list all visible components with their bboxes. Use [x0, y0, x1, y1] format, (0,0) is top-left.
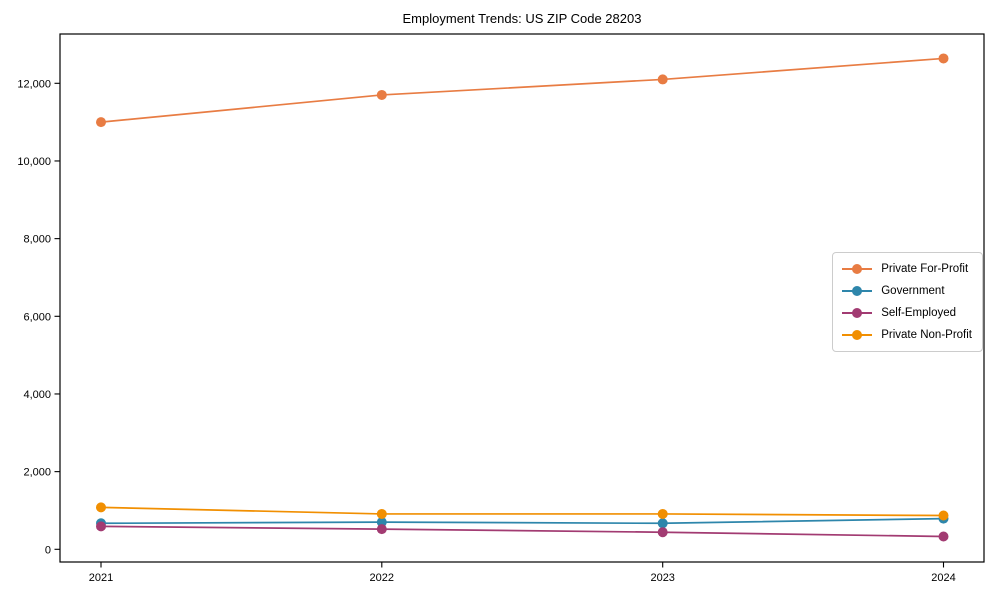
chart-title: Employment Trends: US ZIP Code 28203	[403, 11, 642, 26]
legend-line-marker-icon	[842, 308, 873, 318]
data-point	[96, 117, 106, 128]
legend-dot-icon	[852, 286, 863, 296]
data-point	[657, 508, 668, 519]
plot-border	[59, 33, 985, 563]
series-line-government	[100, 517, 945, 525]
data-point	[657, 527, 668, 538]
axis-ticks: 0 2,000 4,000 6,000 8,000 10,000 12,000 2021 202…	[17, 78, 955, 584]
series-line-private-non-profit	[100, 506, 945, 517]
data-point	[376, 524, 387, 535]
y-tick-label: 0	[45, 544, 51, 556]
chart-legend: Private For-Profit Government Self-Employe…	[832, 252, 983, 352]
legend-line-marker-icon	[842, 264, 873, 274]
y-tick-label: 4,000	[23, 389, 51, 401]
data-series	[96, 53, 949, 542]
legend-item-private-non-profit: Private Non-Profit	[842, 327, 972, 343]
y-tick-label: 10,000	[17, 156, 51, 168]
legend-label: Private For-Profit	[881, 263, 969, 275]
data-point	[96, 521, 106, 532]
data-point	[96, 502, 106, 513]
legend-dot-icon	[852, 264, 863, 274]
x-tick-label: 2021	[89, 572, 113, 584]
data-point	[376, 517, 387, 528]
legend-item-private-for-profit: Private For-Profit	[842, 261, 972, 277]
y-tick-label: 8,000	[23, 234, 51, 246]
legend-item-government: Government	[842, 283, 972, 299]
x-tick-label: 2024	[931, 572, 955, 584]
x-tick-label: 2023	[650, 572, 674, 584]
legend-dot-icon	[852, 330, 863, 340]
series-line-private-for-profit	[100, 57, 945, 123]
x-tick-label: 2022	[370, 572, 394, 584]
data-point	[376, 89, 387, 100]
legend-line-marker-icon	[842, 330, 873, 340]
legend-label: Government	[881, 285, 945, 297]
y-tick-label: 12,000	[17, 78, 51, 90]
y-tick-label: 2,000	[23, 467, 51, 479]
legend-label: Private Non-Profit	[881, 329, 972, 341]
data-point	[657, 74, 668, 85]
series-line-self-employed	[100, 525, 945, 538]
y-tick-label: 6,000	[23, 311, 51, 323]
legend-item-self-employed: Self-Employed	[842, 305, 972, 321]
legend-dot-icon	[852, 308, 863, 318]
data-point	[938, 531, 949, 542]
data-point	[376, 508, 387, 519]
data-point	[938, 510, 949, 521]
legend-label: Self-Employed	[881, 307, 957, 319]
plot-frame	[59, 33, 985, 563]
data-point	[657, 518, 668, 529]
legend-line-marker-icon	[842, 286, 873, 296]
data-point	[938, 53, 949, 64]
